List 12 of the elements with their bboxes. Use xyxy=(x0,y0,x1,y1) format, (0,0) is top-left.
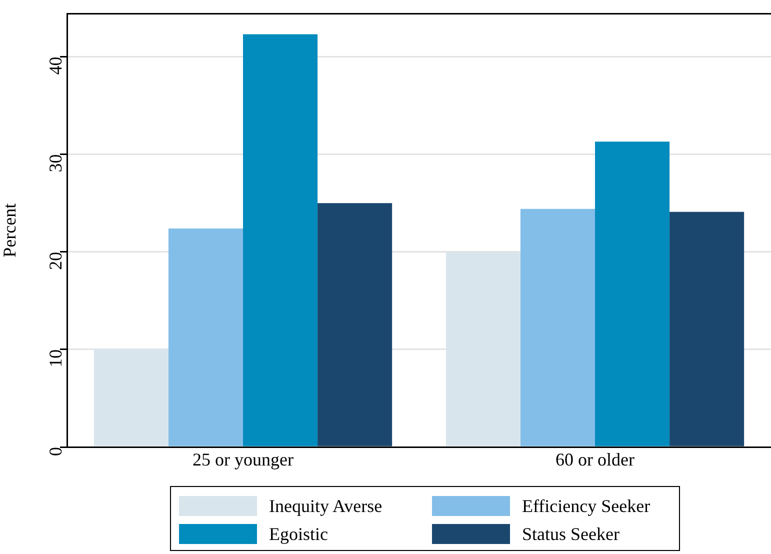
y-tick-label: 20 xyxy=(46,252,66,270)
y-axis-title: Percent xyxy=(0,203,20,258)
legend-label: Egoistic xyxy=(269,524,328,544)
y-tick-label: 10 xyxy=(46,349,66,368)
y-tick-label: 0 xyxy=(46,447,66,456)
legend-label: Inequity Averse xyxy=(269,496,382,516)
legend-label: Efficiency Seeker xyxy=(522,496,650,516)
y-tick-label: 30 xyxy=(46,154,66,172)
x-tick-label: 25 or younger xyxy=(192,450,294,470)
x-tick-label: 60 or older xyxy=(556,450,634,470)
legend-label: Status Seeker xyxy=(522,524,620,544)
y-tick-label: 40 xyxy=(46,56,66,75)
